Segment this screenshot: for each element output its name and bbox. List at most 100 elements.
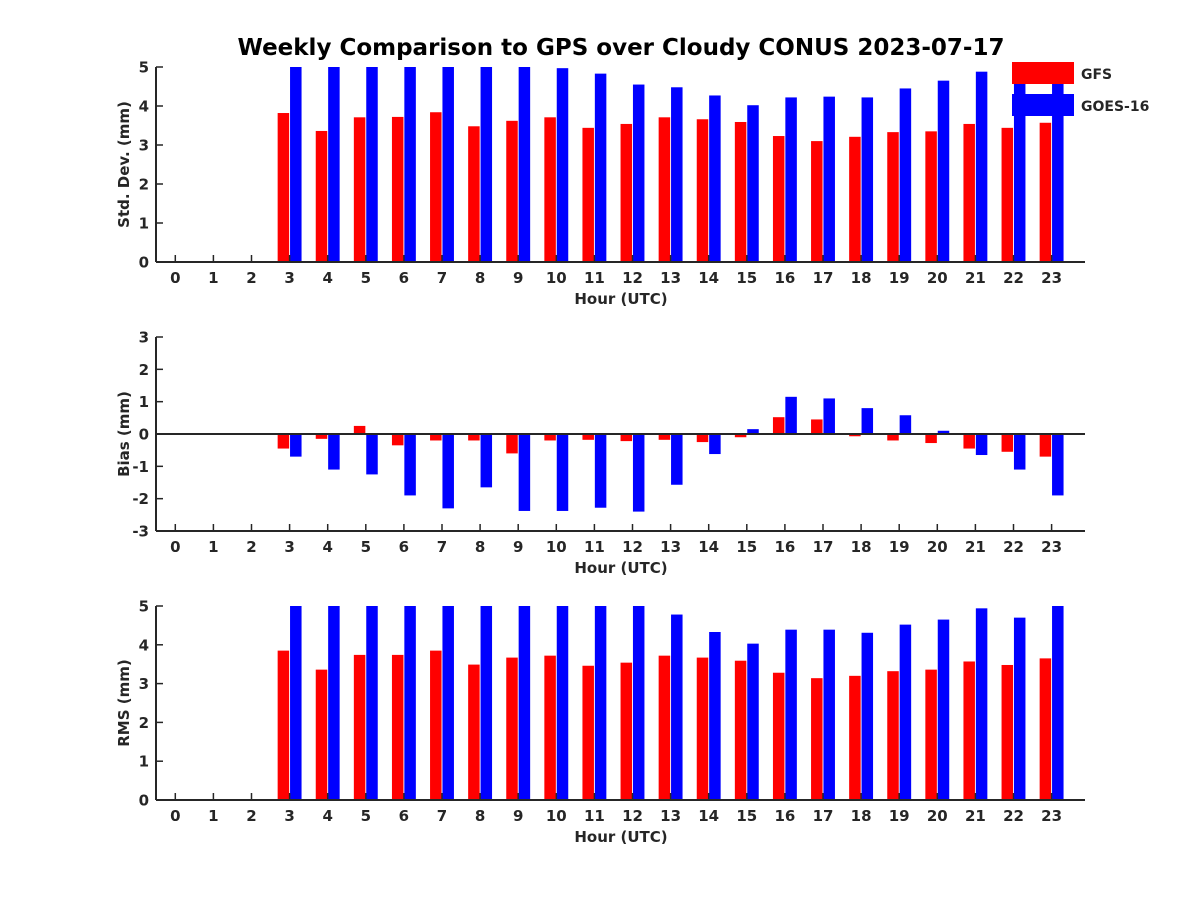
- x-tick-label: 21: [965, 538, 986, 556]
- x-tick-label: 5: [361, 538, 371, 556]
- bar-gfs-hour-23: [1039, 122, 1052, 263]
- bar-gfs-hour-17: [811, 678, 823, 800]
- bar-goes-16-hour-18: [861, 408, 874, 434]
- bar-goes-16-hour-19: [899, 624, 912, 800]
- x-axis-label: Hour (UTC): [574, 290, 667, 308]
- x-tick-label: 9: [513, 538, 523, 556]
- bar-gfs-hour-21: [963, 434, 975, 449]
- bar-goes-16-hour-22: [1013, 617, 1026, 800]
- x-tick-label: 12: [622, 807, 643, 825]
- x-tick-label: 8: [475, 538, 485, 556]
- bar-gfs-hour-16: [772, 672, 785, 800]
- bar-gfs-hour-3: [277, 434, 290, 449]
- x-tick-label: 22: [1003, 807, 1024, 825]
- bar-goes-16-hour-12: [632, 84, 645, 262]
- bar-goes-16-hour-7: [442, 67, 454, 262]
- bar-goes-16-hour-22: [1013, 434, 1026, 470]
- x-tick-label: 1: [208, 538, 218, 556]
- bar-gfs-hour-14: [696, 657, 709, 800]
- bar-gfs-hour-13: [658, 655, 671, 800]
- y-tick-label: 2: [139, 361, 149, 379]
- bar-goes-16-hour-21: [975, 434, 988, 456]
- x-tick-label: 1: [208, 269, 218, 287]
- x-tick-label: 10: [546, 807, 567, 825]
- x-tick-label: 21: [965, 269, 986, 287]
- bar-gfs-hour-8: [468, 664, 480, 800]
- x-axis-label: Hour (UTC): [574, 828, 667, 846]
- bar-goes-16-hour-16: [785, 396, 797, 434]
- chart-title: Weekly Comparison to GPS over Cloudy CON…: [238, 35, 1005, 61]
- bar-gfs-hour-19: [887, 434, 899, 441]
- bar-goes-16-hour-8: [480, 434, 493, 488]
- y-tick-label: 2: [139, 176, 149, 194]
- bar-gfs-hour-4: [315, 434, 328, 439]
- bar-goes-16-hour-5: [366, 67, 378, 262]
- bar-goes-16-hour-17: [823, 629, 835, 800]
- bar-goes-16-hour-16: [785, 629, 797, 800]
- bar-goes-16-hour-17: [823, 398, 835, 434]
- bar-goes-16-hour-21: [975, 71, 988, 263]
- y-axis-label: Std. Dev. (mm): [115, 101, 133, 228]
- bar-gfs-hour-16: [772, 136, 785, 262]
- x-tick-label: 17: [813, 538, 834, 556]
- bar-gfs-hour-7: [430, 112, 442, 263]
- bar-goes-16-hour-5: [366, 434, 378, 475]
- y-axis-label: Bias (mm): [115, 391, 133, 477]
- x-tick-label: 14: [698, 807, 719, 825]
- x-tick-label: 18: [851, 807, 872, 825]
- bar-goes-16-hour-23: [1052, 81, 1064, 262]
- x-tick-label: 15: [736, 807, 757, 825]
- x-tick-label: 8: [475, 269, 485, 287]
- bar-gfs-hour-22: [1001, 434, 1014, 452]
- bar-gfs-hour-11: [582, 665, 594, 800]
- bar-goes-16-hour-7: [442, 434, 454, 509]
- bar-goes-16-hour-9: [518, 434, 531, 511]
- x-tick-label: 13: [660, 269, 681, 287]
- bar-gfs-hour-20: [925, 434, 937, 444]
- x-tick-label: 16: [774, 807, 795, 825]
- y-tick-label: 3: [139, 675, 149, 693]
- x-tick-label: 18: [851, 538, 872, 556]
- bar-gfs-hour-3: [277, 113, 290, 263]
- x-axis-label: Hour (UTC): [574, 559, 667, 577]
- bar-goes-16-hour-10: [556, 434, 569, 511]
- bar-goes-16-hour-19: [899, 415, 912, 434]
- x-tick-label: 16: [774, 269, 795, 287]
- bar-gfs-hour-23: [1039, 658, 1052, 800]
- bar-goes-16-hour-4: [328, 434, 340, 470]
- x-tick-label: 11: [584, 269, 605, 287]
- x-tick-label: 2: [246, 538, 256, 556]
- x-tick-label: 4: [322, 538, 332, 556]
- bar-gfs-hour-5: [353, 117, 366, 262]
- bar-goes-16-hour-22: [1013, 83, 1026, 263]
- bar-gfs-hour-19: [887, 132, 899, 262]
- bar-gfs-hour-21: [963, 661, 975, 800]
- bar-goes-16-hour-4: [328, 67, 340, 262]
- x-tick-label: 3: [284, 807, 294, 825]
- bar-goes-16-hour-17: [823, 96, 835, 262]
- bar-goes-16-hour-20: [937, 619, 950, 800]
- bar-goes-16-hour-3: [290, 606, 302, 800]
- bar-goes-16-hour-21: [975, 608, 988, 800]
- bar-gfs-hour-4: [315, 130, 328, 262]
- x-tick-label: 19: [889, 807, 910, 825]
- y-tick-label: 1: [139, 215, 149, 233]
- x-tick-label: 12: [622, 538, 643, 556]
- bar-goes-16-hour-8: [480, 606, 493, 800]
- bar-gfs-hour-20: [925, 131, 937, 262]
- bar-gfs-hour-9: [506, 120, 518, 262]
- x-tick-label: 5: [361, 807, 371, 825]
- x-tick-label: 20: [927, 807, 948, 825]
- x-tick-label: 2: [246, 269, 256, 287]
- y-tick-label: 1: [139, 753, 149, 771]
- bar-gfs-hour-14: [696, 119, 709, 262]
- bar-goes-16-hour-10: [556, 606, 569, 800]
- bar-gfs-hour-15: [734, 660, 747, 800]
- bar-goes-16-hour-10: [556, 68, 569, 262]
- bar-gfs-hour-6: [391, 116, 404, 262]
- bar-gfs-hour-18: [849, 136, 861, 262]
- bar-gfs-hour-9: [506, 657, 518, 800]
